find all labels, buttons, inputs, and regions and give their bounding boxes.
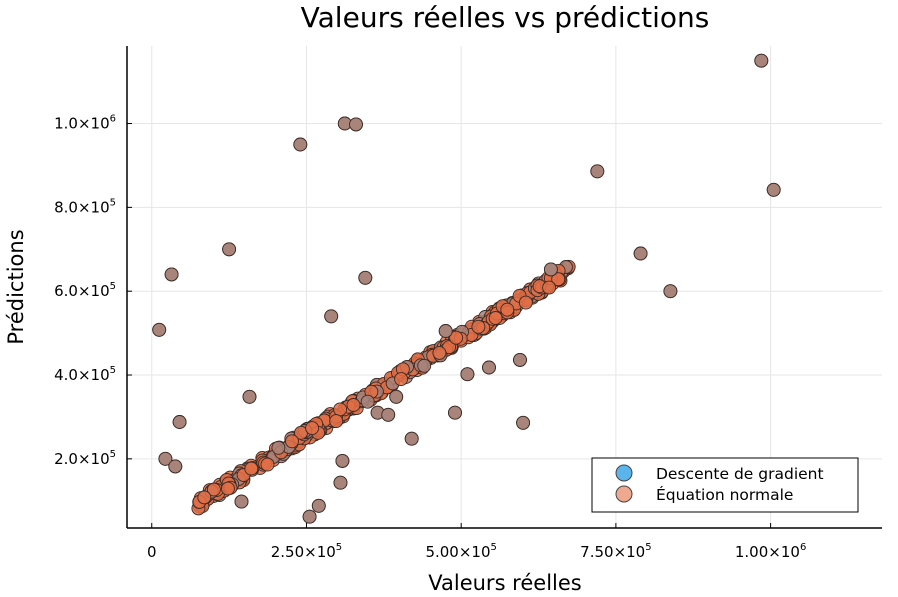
- legend-label-normal: Équation normale: [656, 485, 793, 504]
- point-equation-normale: [335, 453, 350, 468]
- band-point: [333, 402, 348, 417]
- band-point: [551, 272, 566, 287]
- point-equation-normale: [168, 459, 183, 474]
- band-point: [285, 434, 299, 449]
- legend-marker-normal: [615, 485, 633, 503]
- point-equation-normale: [389, 389, 404, 404]
- x-axis-title: Valeurs réelles: [428, 571, 581, 595]
- band-point: [329, 414, 344, 429]
- band-point: [244, 461, 259, 476]
- band-point: [488, 311, 503, 325]
- point-equation-normale: [358, 270, 373, 285]
- point-equation-normale: [633, 246, 648, 261]
- point-equation-normale: [404, 431, 419, 446]
- point-equation-normale: [482, 360, 496, 375]
- x-tick-label: 0: [147, 543, 157, 561]
- point-equation-normale: [164, 267, 179, 282]
- band-point: [206, 482, 221, 497]
- x-tick-label: 5.00×105: [425, 542, 496, 561]
- point-equation-normale: [438, 324, 453, 338]
- point-equation-normale: [663, 284, 678, 299]
- band-point: [305, 421, 320, 436]
- point-equation-normale: [242, 389, 257, 404]
- band-point: [417, 358, 432, 373]
- point-equation-normale: [460, 367, 475, 382]
- point-equation-normale: [333, 475, 348, 490]
- point-equation-normale: [349, 117, 363, 132]
- band-point: [271, 440, 286, 455]
- y-tick-label: 8.0×105: [54, 197, 116, 216]
- point-equation-normale: [311, 498, 326, 513]
- y-tick-labels: 2.0×105 4.0×105 6.0×105 8.0×105 1.0×106: [54, 114, 132, 468]
- point-equation-normale: [754, 53, 769, 68]
- y-tick-label: 4.0×105: [54, 365, 116, 384]
- legend-box: [591, 457, 859, 513]
- y-tick-label: 1.0×106: [54, 114, 116, 133]
- point-equation-normale: [543, 262, 558, 277]
- point-equation-normale: [172, 415, 187, 429]
- legend: Descente de gradient Équation normale: [591, 457, 859, 513]
- y-tick-label: 2.0×105: [54, 449, 116, 468]
- data-points: [152, 53, 781, 524]
- band-point: [500, 302, 515, 317]
- band-point: [197, 490, 212, 505]
- point-equation-normale: [516, 415, 531, 430]
- point-equation-normale: [234, 494, 249, 509]
- band-point: [518, 295, 533, 310]
- point-equation-normale: [448, 405, 462, 420]
- band-point: [449, 330, 464, 345]
- band-point: [432, 345, 447, 360]
- band-point: [220, 481, 235, 496]
- point-equation-normale: [158, 451, 173, 466]
- band-point: [394, 372, 409, 387]
- x-tick-label: 2.50×105: [271, 542, 342, 561]
- x-tick-label: 7.50×105: [580, 542, 651, 561]
- legend-marker-gradient: [615, 464, 633, 482]
- band-point: [542, 280, 557, 295]
- point-equation-normale: [513, 352, 527, 367]
- y-axis-title: Prédictions: [4, 229, 28, 344]
- point-equation-normale: [381, 407, 396, 422]
- y-tick-label: 6.0×105: [54, 281, 116, 300]
- x-tick-labels: 0 2.50×105 5.00×105 7.50×105 1.00×106: [147, 523, 806, 561]
- point-equation-normale: [293, 137, 308, 152]
- point-equation-normale: [590, 164, 605, 179]
- point-equation-normale: [766, 182, 781, 197]
- point-equation-normale: [152, 322, 167, 337]
- point-equation-normale: [302, 509, 317, 524]
- band-point: [260, 457, 275, 472]
- legend-label-gradient: Descente de gradient: [656, 465, 824, 483]
- band-point: [346, 398, 361, 412]
- grid-lines: [127, 46, 882, 528]
- band-point: [471, 319, 486, 334]
- band-point: [360, 394, 375, 409]
- x-tick-label: 1.00×106: [735, 542, 806, 561]
- chart-title: Valeurs réelles vs prédictions: [301, 1, 710, 34]
- point-equation-normale: [222, 242, 237, 257]
- point-equation-normale: [324, 309, 339, 324]
